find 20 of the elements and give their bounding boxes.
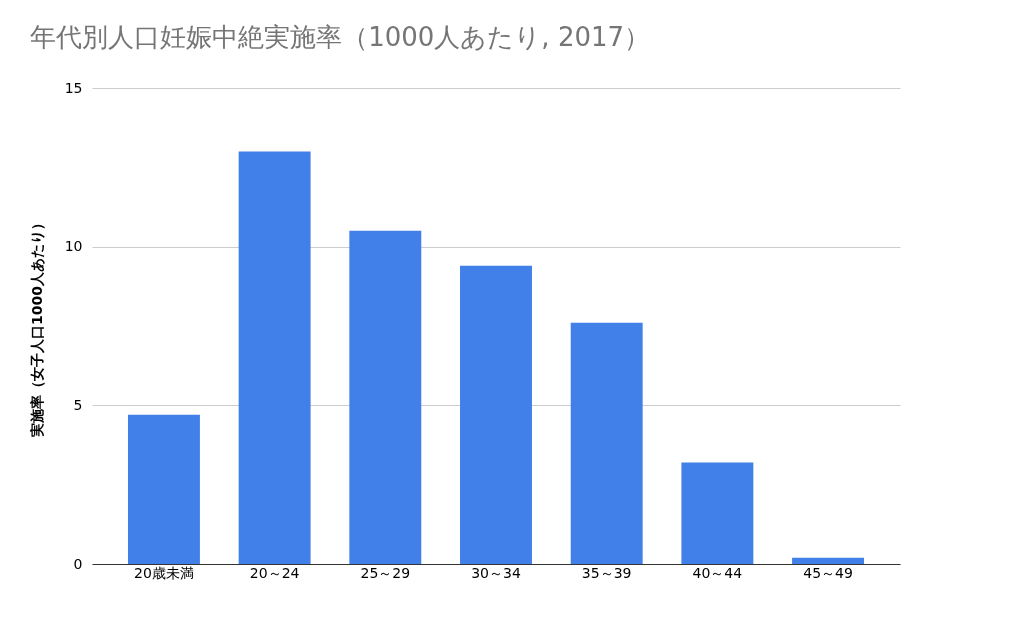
x-tick-label: 35～39 bbox=[581, 564, 632, 581]
bar bbox=[238, 151, 311, 564]
x-tick-label: 40～44 bbox=[692, 564, 743, 581]
x-tick-label: 20～24 bbox=[249, 564, 300, 581]
y-tick-label: 5 bbox=[73, 396, 83, 413]
y-tick-label: 0 bbox=[73, 555, 83, 572]
x-tick-label: 45～49 bbox=[803, 564, 853, 581]
bar bbox=[792, 557, 865, 564]
bar bbox=[681, 462, 754, 564]
x-tick-label: 30～34 bbox=[471, 564, 521, 581]
chart-title: 年代別人口妊娠中絶実施率（1000人あたり, 2017） bbox=[30, 22, 651, 52]
x-tick-label: 20歳未満 bbox=[134, 564, 194, 581]
bar bbox=[570, 322, 643, 564]
y-axis-title: 実施率（女子人口1000人あたり） bbox=[28, 216, 45, 437]
x-tick-label: 25～29 bbox=[360, 564, 411, 581]
bar bbox=[127, 414, 200, 564]
bar bbox=[349, 230, 422, 564]
bar bbox=[460, 265, 532, 564]
y-tick-label: 15 bbox=[64, 79, 83, 96]
y-tick-label: 10 bbox=[64, 238, 83, 255]
